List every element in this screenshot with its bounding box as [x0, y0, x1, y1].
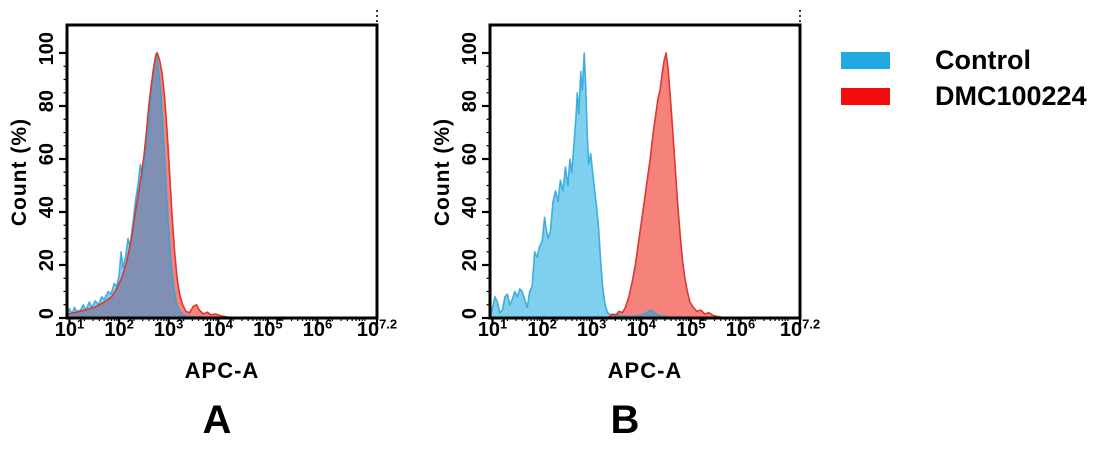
x-tick-label: 103 [576, 316, 607, 341]
dmc100224-histogram-outline [66, 52, 234, 319]
histogram-overlap-area [67, 54, 377, 319]
legend-item-control: Control [841, 45, 1087, 76]
control-histogram-outline [66, 52, 234, 319]
legend-swatch-control [841, 52, 890, 69]
x-tick-label: 104 [203, 316, 233, 341]
y-axis-title-panel-b: Count (%) [431, 118, 454, 227]
x-tick-label: 105 [676, 316, 706, 341]
x-tick-label: 106 [302, 316, 333, 341]
x-tick-label: 104 [626, 316, 656, 341]
x-tick-label: 101 [477, 316, 508, 341]
y-tick-label: 80 [36, 90, 58, 113]
y-tick-label: 20 [36, 249, 58, 272]
legend-label-dmc100224: DMC100224 [935, 81, 1087, 111]
x-tick-label: 103 [153, 316, 184, 341]
plot-frame [65, 23, 379, 320]
control-histogram-area [490, 53, 701, 318]
plot-frame [488, 23, 802, 320]
x-axis-ticks [491, 318, 802, 325]
y-tick-label: 100 [459, 31, 481, 65]
y-axis-title-panel-a: Count (%) [8, 118, 31, 227]
y-tick-label: 0 [459, 307, 481, 319]
y-tick-label: 40 [459, 196, 481, 219]
legend-label-control: Control [935, 45, 1031, 75]
x-tick-label: 107.2 [779, 316, 821, 341]
panel-label-a: A [202, 398, 232, 442]
y-axis-ticks [59, 51, 67, 320]
y-tick-label: 100 [36, 31, 58, 65]
panel-a-graphics [66, 52, 377, 319]
panel-label-b: B [610, 398, 640, 442]
legend-item-dmc100224: DMC100224 [841, 81, 1087, 112]
y-tick-label: 60 [459, 143, 481, 166]
x-tick-label: 105 [253, 316, 283, 341]
x-tick-label: 101 [54, 316, 85, 341]
y-tick-label: 0 [36, 307, 58, 319]
y-tick-label: 40 [36, 196, 58, 219]
x-axis-title-panel-a: APC-A [184, 358, 260, 383]
panel-a-axes [59, 23, 379, 325]
x-tick-label: 102 [527, 316, 557, 341]
y-tick-label: 20 [459, 249, 481, 272]
y-axis-ticks [482, 51, 490, 320]
panel-b-axes [482, 23, 802, 325]
y-tick-label: 60 [36, 143, 58, 166]
legend-swatch-dmc100224 [841, 88, 890, 105]
x-tick-label: 102 [104, 316, 134, 341]
x-axis-title-panel-b: APC-A [607, 358, 683, 383]
x-axis-ticks [68, 318, 379, 325]
panel-b-graphics [489, 52, 800, 319]
y-tick-label: 80 [459, 90, 481, 113]
x-tick-label: 107.2 [356, 316, 398, 341]
x-tick-label: 106 [725, 316, 756, 341]
dmc100224-histogram-outline [608, 52, 727, 319]
dmc100224-histogram-area [609, 53, 726, 318]
legend: Control DMC100224 [841, 45, 1087, 112]
